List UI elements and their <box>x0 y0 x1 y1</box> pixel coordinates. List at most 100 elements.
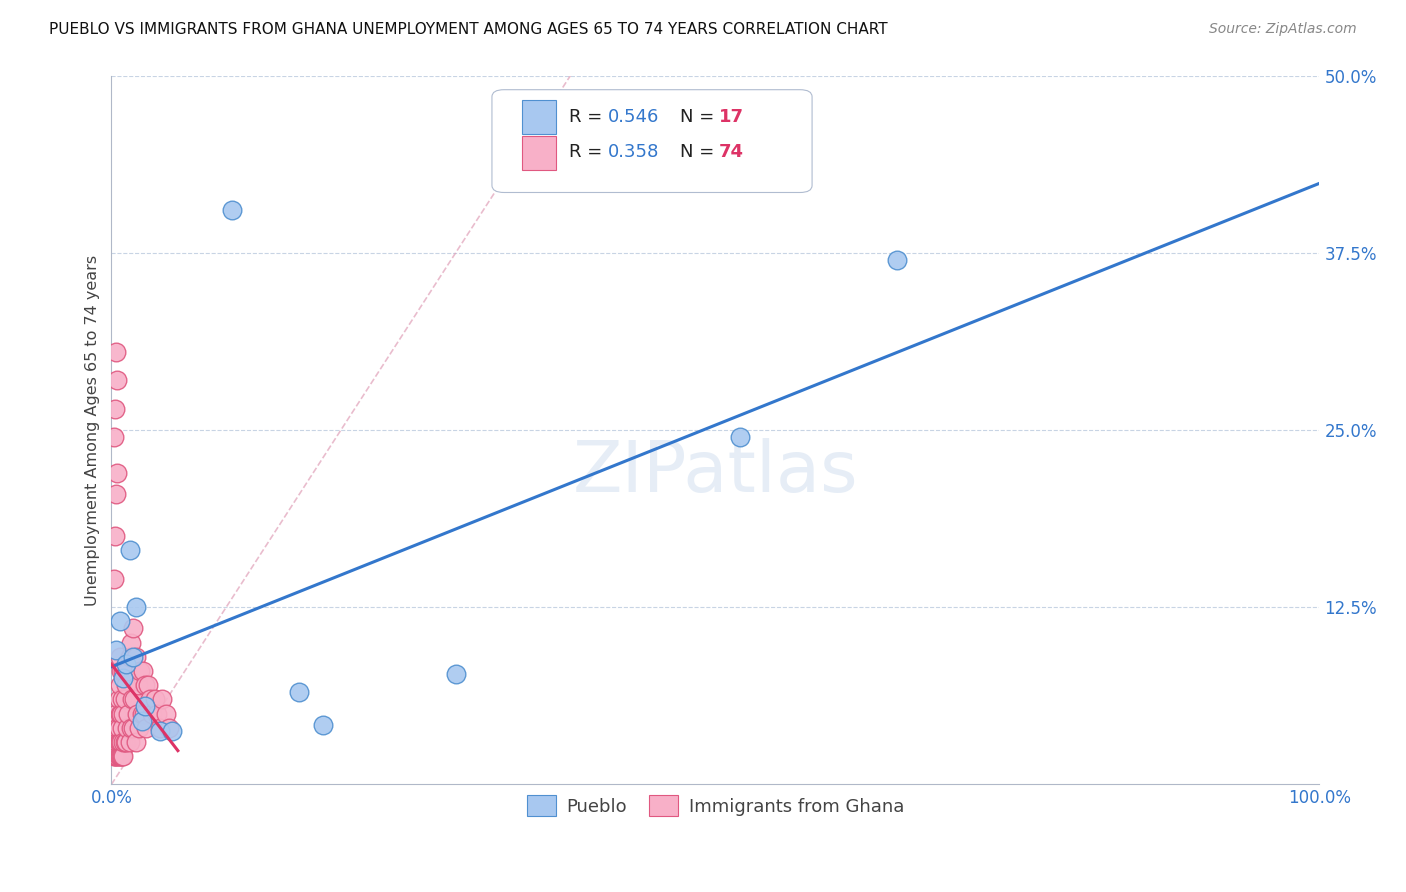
Point <box>120 635 142 649</box>
Point <box>444 666 467 681</box>
Text: 0.546: 0.546 <box>607 108 659 126</box>
Point <box>312 718 335 732</box>
Point <box>115 664 138 678</box>
Point <box>107 692 129 706</box>
Point <box>115 735 138 749</box>
Text: 74: 74 <box>718 143 744 161</box>
Point <box>132 706 155 721</box>
Point <box>149 721 172 735</box>
Point <box>160 723 183 738</box>
Point <box>118 543 141 558</box>
Point <box>134 678 156 692</box>
Point <box>150 692 173 706</box>
Point <box>117 706 139 721</box>
Point <box>104 721 127 735</box>
Point <box>128 721 150 735</box>
Point <box>108 706 131 721</box>
Point <box>107 373 129 387</box>
Point <box>112 671 135 685</box>
Point <box>105 706 128 721</box>
Point <box>728 430 751 444</box>
Point <box>122 721 145 735</box>
Point <box>111 749 134 764</box>
Text: 17: 17 <box>718 108 744 126</box>
Point <box>107 466 129 480</box>
Legend: Pueblo, Immigrants from Ghana: Pueblo, Immigrants from Ghana <box>517 786 912 825</box>
Point <box>115 657 138 671</box>
Point <box>134 699 156 714</box>
Point <box>120 721 142 735</box>
Point <box>155 706 177 721</box>
Text: R =: R = <box>569 108 609 126</box>
Point <box>114 692 136 706</box>
Point <box>105 735 128 749</box>
Point <box>149 723 172 738</box>
Text: Source: ZipAtlas.com: Source: ZipAtlas.com <box>1209 22 1357 37</box>
Point <box>287 685 309 699</box>
FancyBboxPatch shape <box>522 136 555 169</box>
Point <box>115 721 138 735</box>
Point <box>136 678 159 692</box>
Point <box>103 721 125 735</box>
Point <box>124 600 146 615</box>
Point <box>124 735 146 749</box>
Point <box>118 649 141 664</box>
Point <box>107 721 129 735</box>
Point <box>105 487 128 501</box>
Point <box>157 721 180 735</box>
Point <box>105 749 128 764</box>
Point <box>146 706 169 721</box>
Point <box>107 735 129 749</box>
Point <box>124 692 146 706</box>
Point <box>131 706 153 721</box>
Point <box>127 678 149 692</box>
Point <box>143 692 166 706</box>
Point <box>104 529 127 543</box>
Text: N =: N = <box>681 143 720 161</box>
Point <box>105 642 128 657</box>
Point <box>103 749 125 764</box>
Point <box>107 721 129 735</box>
Text: N =: N = <box>681 108 720 126</box>
Point <box>111 692 134 706</box>
Point <box>110 735 132 749</box>
Point <box>141 706 163 721</box>
Point <box>108 615 131 629</box>
Point <box>110 664 132 678</box>
Point <box>108 749 131 764</box>
Point <box>121 692 143 706</box>
Point <box>111 721 134 735</box>
Point <box>139 692 162 706</box>
Point <box>108 649 131 664</box>
Point <box>104 749 127 764</box>
Point <box>110 749 132 764</box>
Point <box>107 749 129 764</box>
Point <box>131 714 153 728</box>
Point <box>132 664 155 678</box>
Point <box>104 401 127 416</box>
Point <box>221 203 243 218</box>
Point <box>122 649 145 664</box>
Point <box>129 664 152 678</box>
Point <box>135 721 157 735</box>
Point <box>112 706 135 721</box>
Point <box>125 706 148 721</box>
Point <box>105 345 128 359</box>
Text: 0.358: 0.358 <box>607 143 659 161</box>
Point <box>112 735 135 749</box>
FancyBboxPatch shape <box>492 90 813 193</box>
Point <box>124 649 146 664</box>
Point <box>886 252 908 267</box>
Text: PUEBLO VS IMMIGRANTS FROM GHANA UNEMPLOYMENT AMONG AGES 65 TO 74 YEARS CORRELATI: PUEBLO VS IMMIGRANTS FROM GHANA UNEMPLOY… <box>49 22 887 37</box>
Point <box>115 678 138 692</box>
Text: R =: R = <box>569 143 609 161</box>
Point <box>118 735 141 749</box>
Point <box>114 735 136 749</box>
Point <box>108 678 131 692</box>
Point <box>110 706 132 721</box>
Point <box>105 721 128 735</box>
Y-axis label: Unemployment Among Ages 65 to 74 years: Unemployment Among Ages 65 to 74 years <box>86 254 100 606</box>
Point <box>108 735 131 749</box>
Point <box>112 749 135 764</box>
Point <box>107 749 129 764</box>
